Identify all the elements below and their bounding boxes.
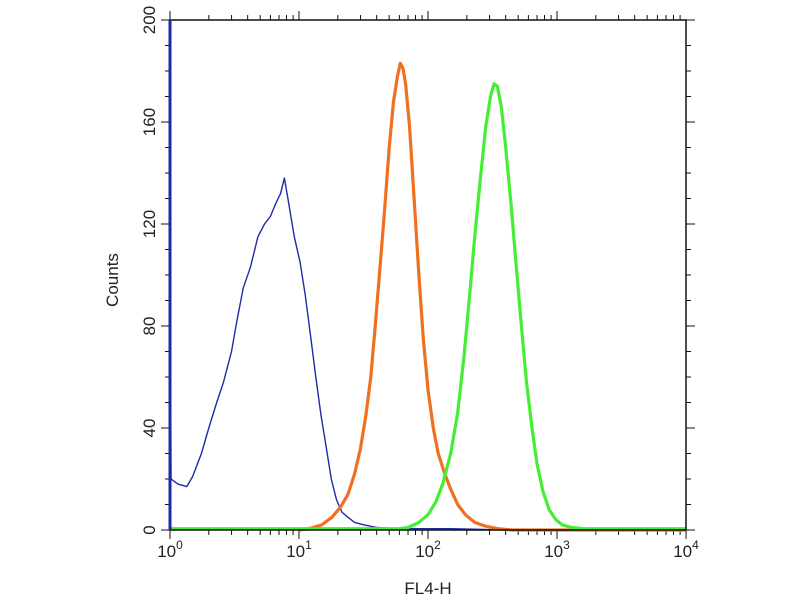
y-tick-label: 160: [140, 108, 159, 136]
x-tick-label: 102: [415, 538, 441, 561]
series-line-2: [298, 61, 686, 532]
x-tick-label: 104: [673, 538, 699, 561]
y-tick-label: 0: [140, 525, 159, 534]
y-axis-ticks: [161, 19, 695, 531]
y-axis-tick-labels: 0 40 80 120 160 200: [140, 6, 159, 535]
series-layer: [169, 61, 686, 532]
series-line-3: [170, 82, 686, 531]
y-axis-title: Counts: [103, 253, 122, 307]
y-tick-label: 40: [140, 419, 159, 438]
x-tick-label: 103: [544, 538, 570, 561]
x-axis-tick-labels: 100 101 102 103 104: [157, 538, 699, 561]
x-axis-title: FL4-H: [404, 579, 451, 598]
y-tick-label: 80: [140, 317, 159, 336]
y-tick-label: 120: [140, 210, 159, 238]
series-line-1: [169, 177, 686, 531]
x-tick-label: 101: [286, 538, 312, 561]
x-tick-label: 100: [157, 538, 183, 561]
y-tick-label: 200: [140, 6, 159, 34]
